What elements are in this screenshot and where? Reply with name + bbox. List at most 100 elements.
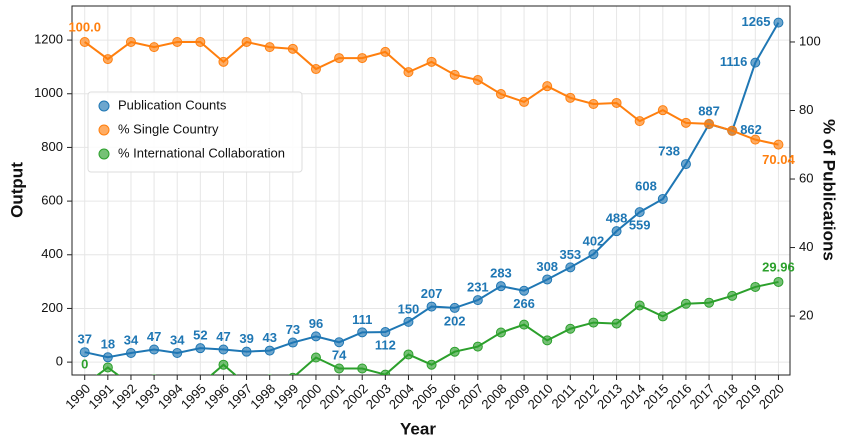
y-tick-label: 1200: [34, 32, 63, 47]
point: [403, 349, 414, 360]
data-label: 887: [698, 104, 720, 119]
point: [218, 56, 229, 67]
point: [519, 96, 530, 107]
point: [334, 363, 345, 374]
point: [773, 139, 784, 150]
data-label: 73: [286, 322, 300, 337]
data-label: 112: [375, 337, 396, 352]
point: [334, 53, 345, 64]
data-label: 37: [77, 332, 91, 347]
point: [634, 207, 645, 218]
point: [565, 262, 576, 273]
data-label: 96: [309, 316, 323, 331]
x-tick-label: 2015: [640, 381, 671, 412]
point: [542, 335, 553, 346]
point: [102, 352, 113, 363]
x-axis-label: Year: [400, 419, 436, 438]
point: [565, 323, 576, 334]
point: [149, 42, 160, 53]
data-label: 0: [81, 356, 88, 371]
x-tick-label: 2017: [687, 381, 718, 412]
data-label: 308: [536, 259, 558, 274]
point: [657, 311, 668, 322]
point: [634, 116, 645, 127]
legend-box: [87, 91, 303, 173]
x-tick-label: 1995: [178, 381, 209, 412]
data-label: 47: [147, 329, 161, 344]
point: [172, 36, 183, 47]
point: [310, 331, 321, 342]
point: [773, 276, 784, 287]
point: [288, 372, 298, 375]
point: [357, 327, 368, 338]
point: [218, 359, 229, 370]
data-label: 353: [559, 247, 581, 262]
point: [495, 281, 506, 292]
x-tick-label: 2013: [594, 381, 625, 412]
point: [657, 105, 668, 116]
point: [403, 316, 414, 327]
y-tick-label: 0: [56, 354, 63, 369]
point: [79, 347, 90, 358]
data-label: 559: [629, 218, 651, 233]
point: [195, 343, 206, 354]
point: [727, 290, 738, 301]
point: [588, 98, 599, 109]
y2-tick-label: 100: [799, 33, 821, 48]
data-label: 74: [332, 348, 347, 363]
point: [357, 53, 368, 64]
data-label: 207: [421, 286, 443, 301]
data-label: 47: [216, 329, 230, 344]
point: [334, 337, 345, 348]
point: [680, 117, 691, 128]
data-label: 39: [239, 331, 253, 346]
point: [380, 369, 391, 375]
point: [704, 118, 715, 129]
point: [79, 36, 90, 47]
y-tick-label: 800: [41, 139, 63, 154]
point: [611, 97, 622, 108]
point: [151, 374, 157, 375]
point: [750, 134, 761, 145]
x-tick-label: 2007: [455, 381, 486, 412]
data-label: 1116: [720, 54, 748, 69]
x-tick-label: 1992: [108, 381, 139, 412]
point: [218, 344, 229, 355]
legend-marker: [98, 100, 110, 112]
data-label: 608: [635, 178, 657, 193]
data-label: 266: [513, 296, 535, 311]
x-tick-label: 2018: [710, 381, 741, 412]
data-label: 34: [124, 332, 139, 347]
x-tick-label: 1991: [85, 381, 116, 412]
point: [357, 363, 368, 374]
data-label: 1265: [742, 14, 771, 29]
point: [680, 298, 691, 309]
point: [310, 352, 321, 363]
data-label: 738: [658, 144, 680, 159]
data-label: 43: [262, 330, 276, 345]
point: [588, 249, 599, 260]
point: [195, 36, 206, 47]
point: [310, 64, 321, 75]
point: [472, 341, 483, 352]
point: [241, 36, 252, 47]
y2-axis-label: % of Publications: [820, 119, 839, 261]
point: [241, 346, 252, 357]
x-tick-label: 1999: [270, 381, 301, 412]
legend-marker: [98, 124, 110, 136]
y2-tick-label: 60: [799, 170, 813, 185]
x-tick-label: 2001: [317, 381, 348, 412]
x-tick-label: 2005: [409, 381, 440, 412]
data-label: 52: [193, 328, 207, 343]
point: [449, 346, 460, 357]
legend-label: % International Collaboration: [118, 145, 285, 160]
x-tick-label: 1990: [62, 381, 93, 412]
point: [542, 81, 553, 92]
x-tick-label: 1997: [224, 381, 255, 412]
plot-area: [79, 17, 784, 375]
point: [519, 285, 530, 296]
data-label: 283: [490, 266, 512, 281]
point: [380, 46, 391, 57]
x-tick-label: 2006: [432, 381, 463, 412]
